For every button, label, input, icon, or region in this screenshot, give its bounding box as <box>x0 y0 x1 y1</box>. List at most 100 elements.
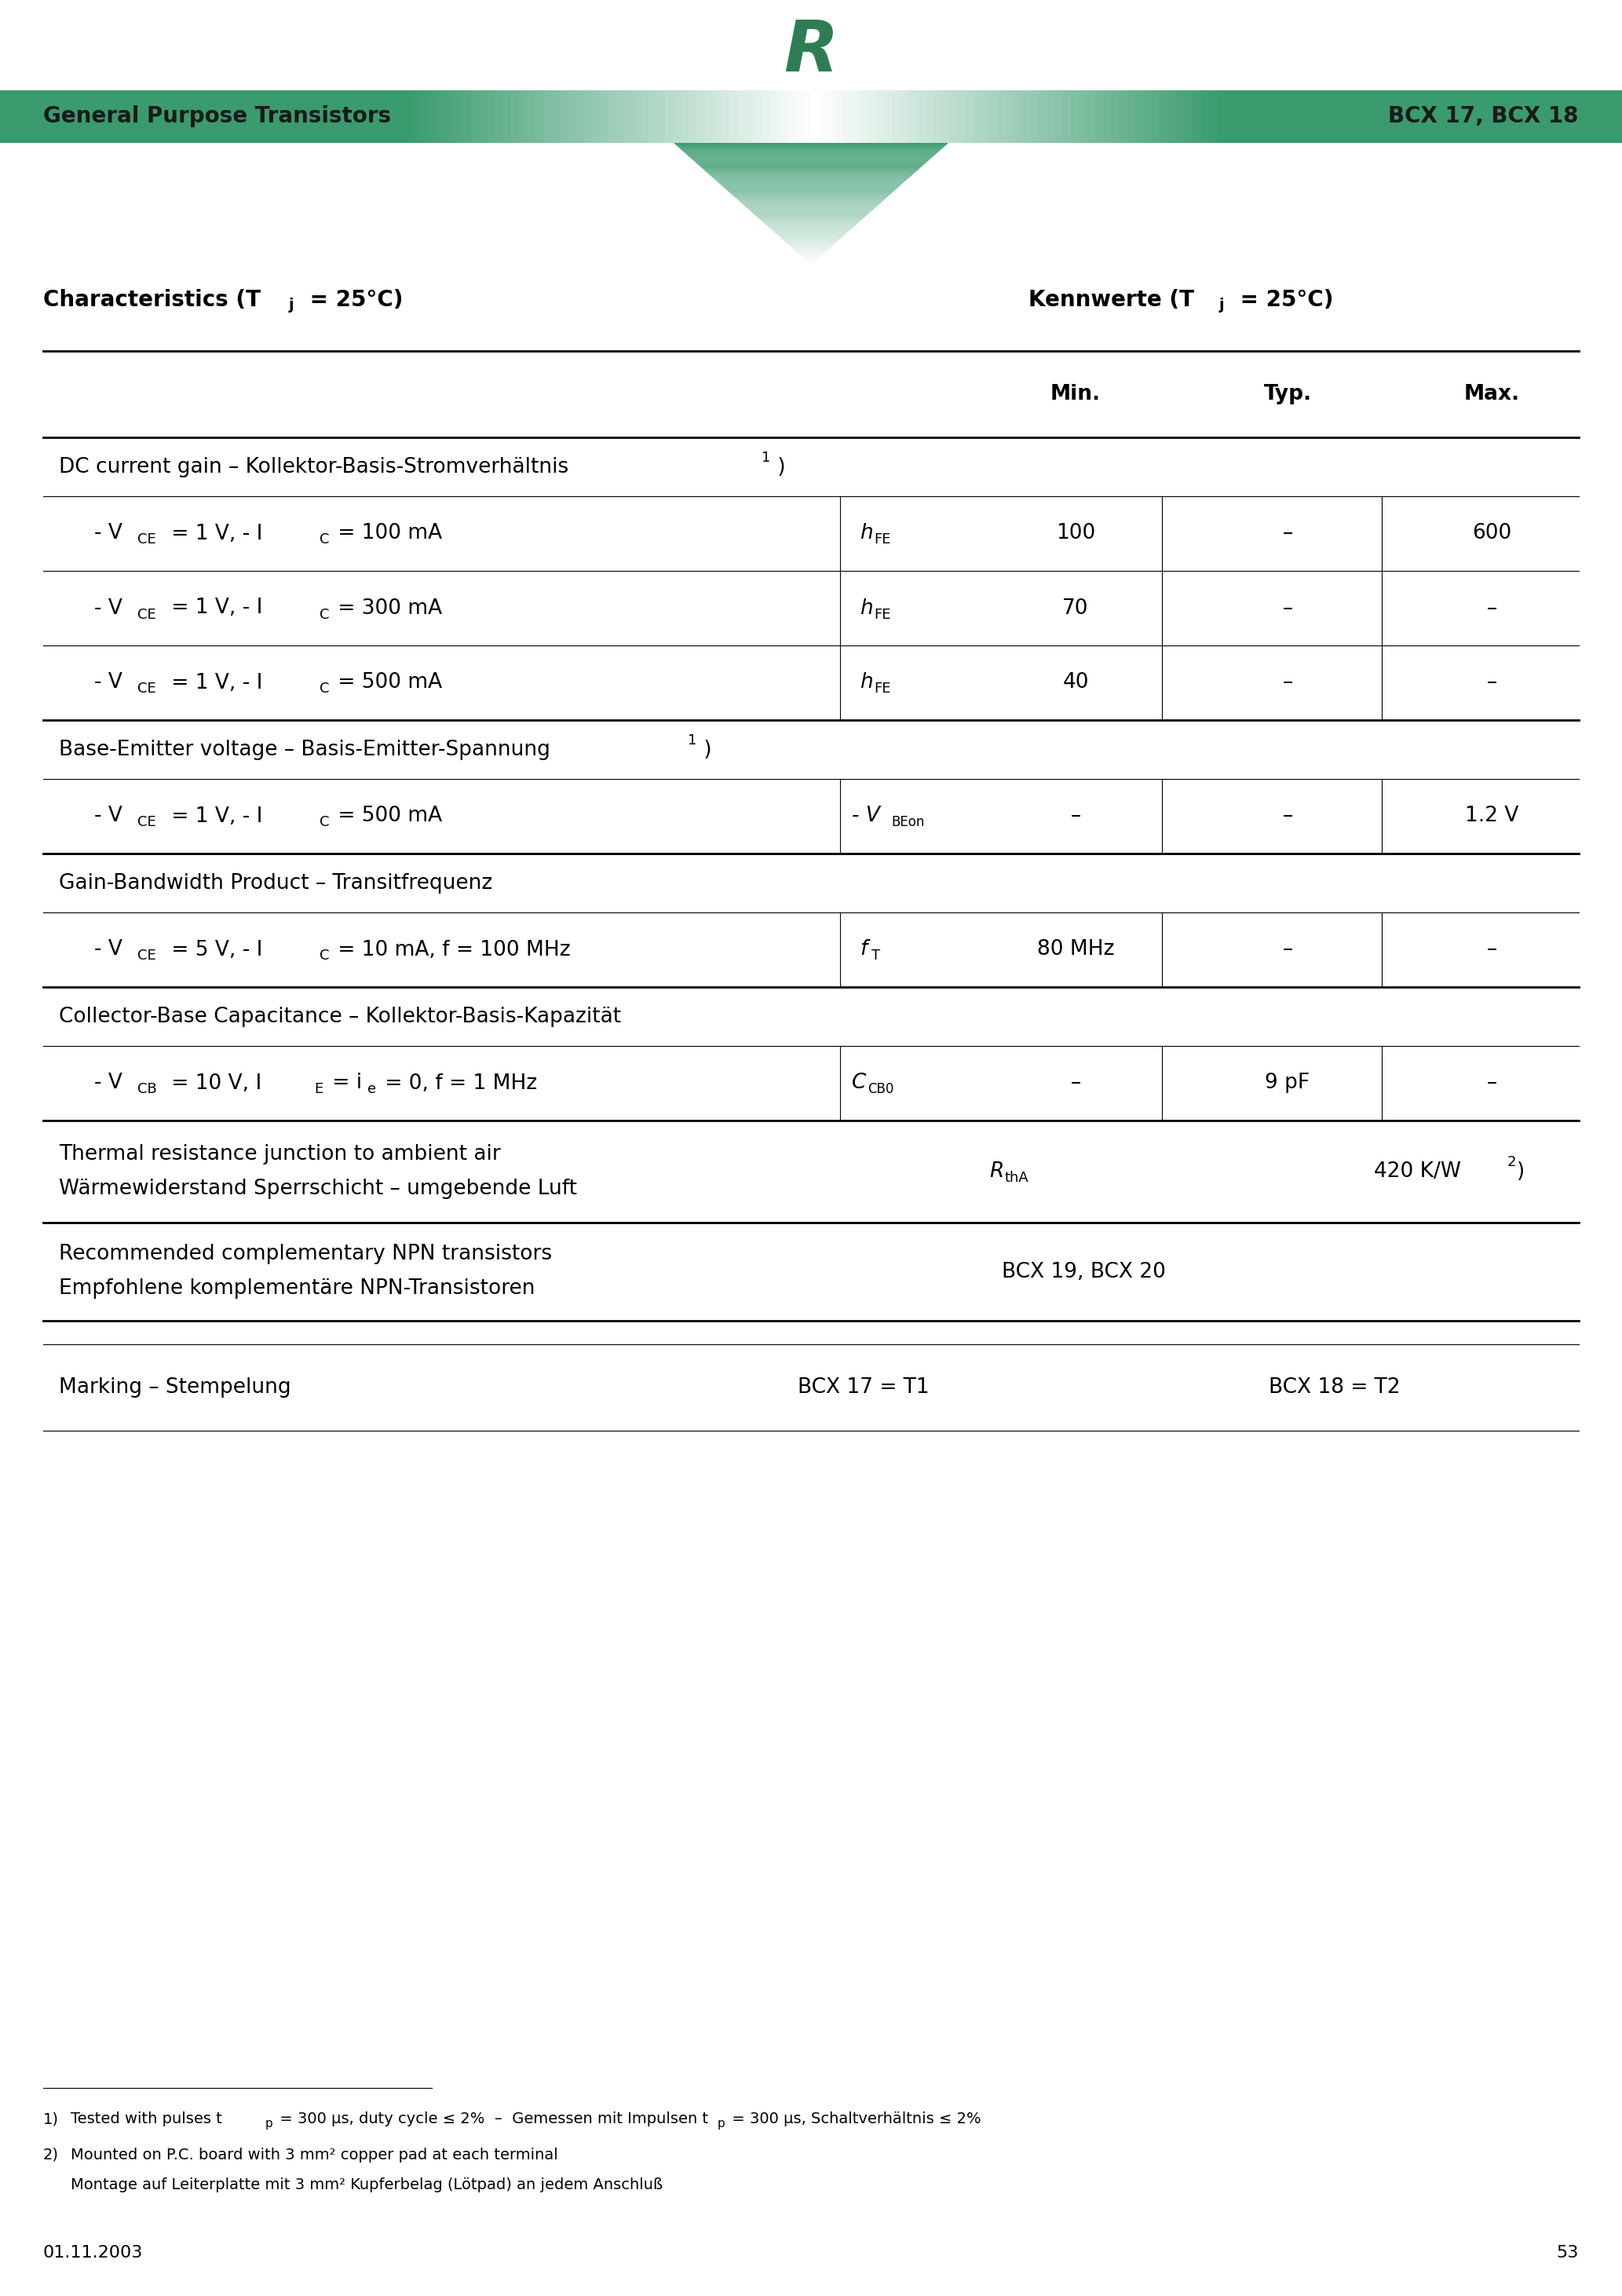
Bar <box>795 90 803 142</box>
Bar <box>933 90 941 142</box>
Text: 01.11.2003: 01.11.2003 <box>44 2245 143 2262</box>
Bar <box>357 90 365 142</box>
Bar <box>1444 90 1452 142</box>
Bar <box>965 90 973 142</box>
Bar <box>1492 90 1500 142</box>
Text: FE: FE <box>874 533 890 546</box>
Bar <box>1079 90 1087 142</box>
Bar <box>1330 90 1338 142</box>
Text: C: C <box>320 533 329 546</box>
Text: C: C <box>320 948 329 962</box>
Bar <box>349 90 357 142</box>
Bar <box>892 90 900 142</box>
Bar <box>211 90 219 142</box>
Bar <box>203 90 211 142</box>
Bar <box>438 90 446 142</box>
Text: C: C <box>852 1072 866 1093</box>
Text: CB: CB <box>138 1081 157 1097</box>
Text: thA: thA <box>1006 1171 1028 1185</box>
Text: = 5 V, - I: = 5 V, - I <box>165 939 263 960</box>
Text: Min.: Min. <box>1051 383 1101 404</box>
Text: = i: = i <box>326 1072 362 1093</box>
Bar <box>1087 90 1095 142</box>
Text: j: j <box>1220 296 1225 312</box>
Text: h: h <box>860 523 873 544</box>
Text: = 10 V, I: = 10 V, I <box>165 1072 261 1093</box>
Text: = 25°C): = 25°C) <box>302 289 404 310</box>
Bar <box>1541 90 1549 142</box>
Bar <box>389 90 397 142</box>
Bar <box>1606 90 1614 142</box>
Bar <box>154 90 162 142</box>
Text: = 500 mA: = 500 mA <box>331 806 443 827</box>
Bar <box>495 90 503 142</box>
Bar <box>811 90 819 142</box>
Text: CE: CE <box>138 608 156 622</box>
Bar <box>852 90 860 142</box>
Bar <box>32 90 41 142</box>
Text: BCX 17 = T1: BCX 17 = T1 <box>798 1378 929 1398</box>
Text: Tested with pulses t: Tested with pulses t <box>71 2112 222 2126</box>
Text: Gain-Bandwidth Product – Transitfrequenz: Gain-Bandwidth Product – Transitfrequenz <box>58 872 493 893</box>
Text: ): ) <box>770 457 785 478</box>
Bar <box>1517 90 1525 142</box>
Bar <box>1281 90 1289 142</box>
Bar <box>884 90 892 142</box>
Text: 53: 53 <box>1557 2245 1578 2262</box>
Bar <box>1362 90 1371 142</box>
Bar <box>268 90 276 142</box>
Bar <box>1030 90 1038 142</box>
Bar <box>1468 90 1476 142</box>
Bar <box>114 90 122 142</box>
Bar <box>681 90 689 142</box>
Bar <box>1533 90 1541 142</box>
Bar <box>527 90 535 142</box>
Bar <box>616 90 624 142</box>
Bar <box>1257 90 1265 142</box>
Text: Kennwerte (T: Kennwerte (T <box>1028 289 1194 310</box>
Text: Characteristics (T: Characteristics (T <box>44 289 261 310</box>
Text: 1: 1 <box>688 735 697 748</box>
Bar <box>1395 90 1403 142</box>
Bar <box>738 90 746 142</box>
Bar <box>1022 90 1030 142</box>
Bar <box>1452 90 1460 142</box>
Bar <box>998 90 1006 142</box>
Bar <box>714 90 722 142</box>
Bar <box>1354 90 1362 142</box>
Bar <box>1419 90 1427 142</box>
Bar <box>1500 90 1508 142</box>
Bar <box>1135 90 1144 142</box>
Bar <box>57 90 65 142</box>
Bar <box>1411 90 1419 142</box>
Bar <box>1289 90 1298 142</box>
Bar <box>949 90 957 142</box>
Text: FE: FE <box>874 682 890 696</box>
Bar <box>624 90 633 142</box>
Bar <box>925 90 933 142</box>
Bar <box>446 90 454 142</box>
Text: –: – <box>1283 523 1293 544</box>
Bar <box>0 90 8 142</box>
Bar <box>454 90 462 142</box>
Bar <box>1298 90 1306 142</box>
Text: = 300 mA: = 300 mA <box>331 597 443 618</box>
Text: - V: - V <box>94 1072 122 1093</box>
Bar <box>1111 90 1119 142</box>
Text: Max.: Max. <box>1463 383 1520 404</box>
Bar <box>8 90 16 142</box>
Bar <box>146 90 154 142</box>
Text: - V: - V <box>94 806 122 827</box>
Bar <box>138 90 146 142</box>
Bar <box>1338 90 1346 142</box>
Bar <box>1476 90 1484 142</box>
Bar <box>1144 90 1152 142</box>
Bar <box>1314 90 1322 142</box>
Bar <box>97 90 105 142</box>
Text: –: – <box>1486 597 1497 618</box>
Text: f: f <box>860 939 866 960</box>
Bar <box>908 90 916 142</box>
Bar <box>24 90 32 142</box>
Bar <box>487 90 495 142</box>
Bar <box>1168 90 1176 142</box>
